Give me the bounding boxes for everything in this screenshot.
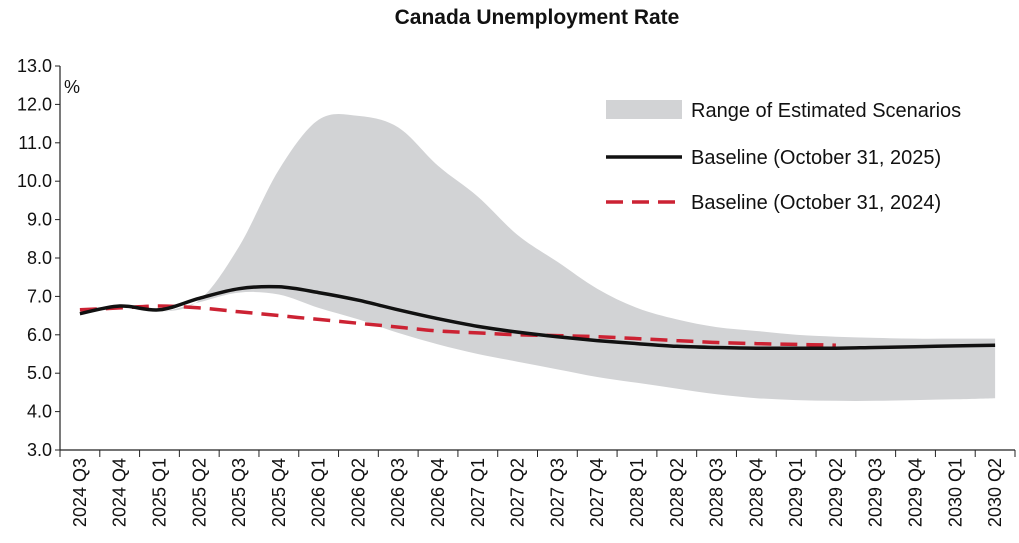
- y-axis-unit-label: %: [64, 77, 80, 97]
- y-tick-label: 11.0: [18, 133, 52, 153]
- legend-baseline-2024-label: Baseline (October 31, 2024): [691, 192, 941, 214]
- x-tick-label: 2024 Q3: [70, 458, 90, 527]
- x-tick-label: 2028 Q1: [627, 458, 647, 527]
- x-tick-label: 2026 Q2: [348, 458, 368, 527]
- x-tick-label: 2026 Q4: [428, 458, 448, 527]
- x-tick-label: 2026 Q3: [388, 458, 408, 527]
- x-tick-label: 2027 Q4: [587, 458, 607, 527]
- y-axis-ticks: 3.0 4.0 5.0 6.0 7.0 8.0 9.0 10.0 11.0 12.0 13.0: [17, 56, 60, 460]
- x-tick-label: 2030 Q1: [945, 458, 965, 527]
- x-tick-label: 2029 Q2: [826, 458, 846, 527]
- x-axis-ticks: 2024 Q3 2024 Q4 2025 Q1 2025 Q2 2025 Q3 2025 …: [59, 450, 1016, 527]
- x-tick-label: 2025 Q3: [229, 458, 249, 527]
- y-tick-label: 4.0: [27, 402, 52, 422]
- baseline-2024-line: [79, 304, 836, 347]
- x-tick-label: 2028 Q4: [746, 458, 766, 527]
- x-tick-label: 2027 Q2: [508, 458, 528, 527]
- x-tick-label: 2025 Q1: [149, 458, 169, 527]
- x-tick-label: 2024 Q4: [110, 458, 130, 527]
- x-tick-label: 2029 Q4: [906, 458, 926, 527]
- x-tick-label: 2025 Q2: [189, 458, 209, 527]
- y-tick-label: 8.0: [27, 248, 52, 268]
- x-tick-label: 2030 Q2: [985, 458, 1005, 527]
- y-tick-label: 9.0: [27, 210, 52, 230]
- y-tick-label: 13.0: [17, 56, 52, 76]
- x-tick-label: 2029 Q3: [866, 458, 886, 527]
- y-tick-label: 10.0: [17, 171, 52, 191]
- y-tick-label: 12.0: [17, 94, 52, 114]
- plot-area: [79, 113, 996, 401]
- x-tick-label: 2027 Q3: [547, 458, 567, 527]
- legend-range-swatch: [606, 100, 682, 119]
- x-tick-label: 2027 Q1: [468, 458, 488, 527]
- x-tick-label: 2028 Q3: [707, 458, 727, 527]
- y-tick-label: 7.0: [27, 286, 52, 306]
- legend-range-label: Range of Estimated Scenarios: [691, 100, 961, 122]
- chart-title: Canada Unemployment Rate: [395, 6, 680, 29]
- y-tick-label: 3.0: [27, 440, 52, 460]
- legend: Range of Estimated Scenarios Baseline (O…: [606, 100, 961, 214]
- y-tick-label: 5.0: [27, 363, 52, 383]
- x-tick-label: 2028 Q2: [667, 458, 687, 527]
- x-tick-label: 2025 Q4: [269, 458, 289, 527]
- y-tick-label: 6.0: [27, 325, 52, 345]
- baseline-2025-line: [79, 284, 996, 351]
- legend-baseline-2025-label: Baseline (October 31, 2025): [691, 147, 941, 169]
- x-tick-label: 2029 Q1: [786, 458, 806, 527]
- x-tick-label: 2026 Q1: [309, 458, 329, 527]
- range-of-estimated-scenarios-area: [79, 113, 996, 401]
